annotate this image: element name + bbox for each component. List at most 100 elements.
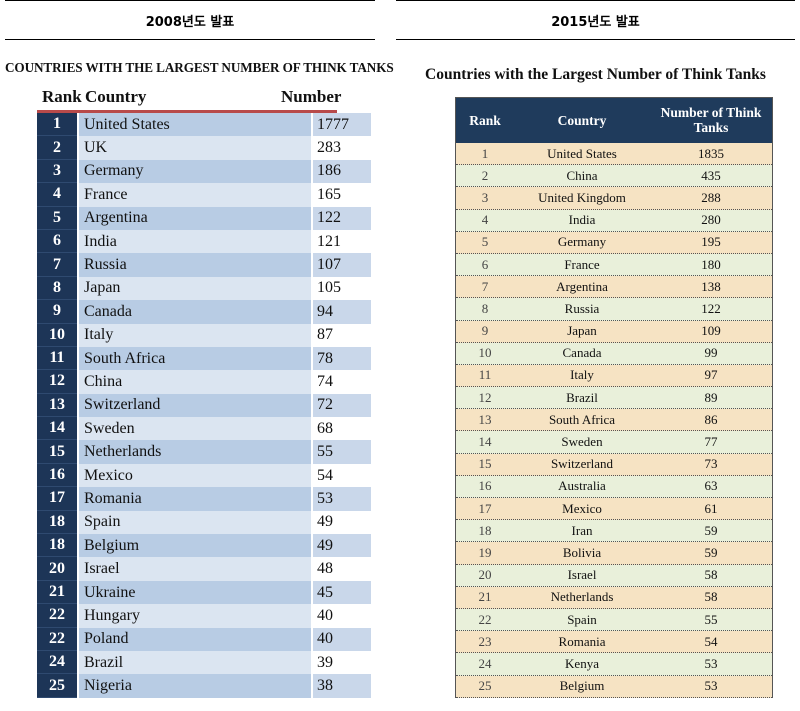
cell-country: Brazil — [79, 650, 311, 675]
table-row: 19 Bolivia 59 — [456, 542, 772, 565]
cell-number: 55 — [313, 440, 371, 464]
cell-rank: 4 — [37, 183, 77, 207]
cell-country: Switzerland — [550, 456, 614, 472]
cell-rank: 17 — [37, 487, 77, 511]
table-row: 7 Argentina 138 — [456, 276, 772, 299]
table-row: 9 Japan 109 — [456, 320, 772, 343]
table-header-2015: Rank Country Number of Think Tanks — [456, 98, 772, 143]
cell-rank: 8 — [481, 300, 489, 316]
cell-rank: 5 — [37, 206, 77, 230]
cell-number: 48 — [313, 557, 371, 581]
column-header-number: Number of Think Tanks — [660, 104, 762, 135]
cell-rank: 1 — [481, 145, 489, 161]
table-row: 1 United States 1835 — [456, 143, 772, 166]
cell-country: Netherlands — [550, 589, 614, 605]
cell-number: 435 — [701, 167, 721, 183]
table-row: 8 Japan 105 — [37, 276, 371, 301]
cell-country: Japan — [567, 323, 597, 339]
column-header-country: Country — [557, 112, 607, 128]
table-row: 7 Russia 107 — [37, 253, 371, 277]
cell-number: 87 — [313, 323, 371, 347]
cell-number: 280 — [701, 212, 721, 228]
cell-country: United States — [547, 145, 617, 161]
cell-country: Spain — [567, 611, 597, 627]
cell-number: 53 — [704, 655, 718, 671]
cell-rank: 11 — [478, 367, 492, 383]
cell-country: India — [568, 212, 596, 228]
cell-country: Sweden — [561, 434, 603, 450]
cell-number: 288 — [701, 189, 721, 205]
table-row: 2 China 435 — [456, 165, 772, 188]
cell-number: 195 — [701, 234, 721, 250]
table-row: 14 Sweden 77 — [456, 431, 772, 454]
cell-country: Argentina — [79, 206, 311, 230]
table-row: 6 France 180 — [456, 253, 772, 277]
cell-country: South Africa — [79, 346, 311, 371]
cell-rank: 15 — [37, 440, 77, 464]
table-row: 8 Russia 122 — [456, 298, 772, 321]
cell-rank: 20 — [478, 567, 492, 583]
table-row: 22 Poland 40 — [37, 627, 371, 651]
cell-country: Romania — [79, 487, 311, 511]
cell-rank: 14 — [37, 417, 77, 441]
cell-country: Russia — [564, 300, 600, 316]
table-row: 17 Romania 53 — [37, 487, 371, 511]
cell-rank: 25 — [478, 678, 492, 694]
cell-number: 74 — [313, 370, 371, 394]
cell-number: 138 — [701, 278, 721, 294]
cell-country: Romania — [558, 633, 606, 649]
table-row: 22 Hungary 40 — [37, 604, 371, 628]
table-row: 10 Italy 87 — [37, 323, 371, 347]
cell-rank: 10 — [478, 345, 492, 361]
cell-rank: 4 — [481, 212, 489, 228]
table-title-2015: Countries with the Largest Number of Thi… — [425, 66, 766, 83]
cell-country: Ukraine — [79, 580, 311, 605]
cell-number: 122 — [313, 206, 371, 230]
table-row: 16 Australia 63 — [456, 475, 772, 498]
cell-rank: 13 — [478, 411, 492, 427]
cell-country: Japan — [79, 276, 311, 301]
cell-rank: 1 — [37, 113, 77, 137]
table-row: 20 Israel 58 — [456, 564, 772, 587]
cell-rank: 23 — [478, 633, 492, 649]
cell-country: Switzerland — [79, 393, 311, 418]
column-header-country: Country — [85, 87, 147, 106]
table-body-2008: 1 United States 1777 2 UK 283 3 Germany 186 4 Fran… — [37, 113, 371, 698]
column-header-rank: Rank — [42, 87, 82, 106]
cell-number: 58 — [704, 567, 718, 583]
cell-country: China — [566, 167, 598, 183]
cell-country: Germany — [557, 234, 607, 250]
table-row: 20 Israel 48 — [37, 557, 371, 581]
cell-rank: 16 — [478, 478, 492, 494]
cell-rank: 3 — [481, 189, 489, 205]
table-row: 12 Brazil 89 — [456, 387, 772, 410]
cell-number: 54 — [704, 633, 718, 649]
cell-number: 53 — [313, 487, 371, 511]
cell-rank: 22 — [37, 604, 77, 628]
table-row: 18 Belgium 49 — [37, 534, 371, 558]
cell-number: 1777 — [313, 113, 371, 137]
cell-country: Argentina — [556, 278, 608, 294]
cell-number: 39 — [313, 650, 371, 675]
cell-country: Mexico — [562, 500, 602, 516]
table-row: 21 Netherlands 58 — [456, 586, 772, 609]
cell-number: 45 — [313, 580, 371, 605]
cell-country: Belgium — [79, 534, 311, 558]
table-row: 5 Argentina 122 — [37, 206, 371, 230]
cell-rank: 19 — [478, 544, 492, 560]
cell-country: France — [79, 183, 311, 207]
cell-country: Russia — [79, 253, 311, 277]
table-row: 24 Kenya 53 — [456, 653, 772, 676]
cell-country: China — [79, 370, 311, 394]
cell-country: Nigeria — [79, 674, 311, 698]
cell-country: Sweden — [79, 417, 311, 441]
cell-rank: 6 — [481, 256, 489, 272]
cell-country: France — [564, 256, 600, 272]
cell-rank: 20 — [37, 557, 77, 581]
cell-number: 109 — [701, 323, 721, 339]
cell-number: 40 — [313, 604, 371, 628]
table-row: 18 Spain 49 — [37, 510, 371, 535]
table-header-2008: Rank Country Number — [37, 86, 341, 113]
table-row: 6 India 121 — [37, 229, 371, 254]
table-row: 23 Romania 54 — [456, 631, 772, 654]
